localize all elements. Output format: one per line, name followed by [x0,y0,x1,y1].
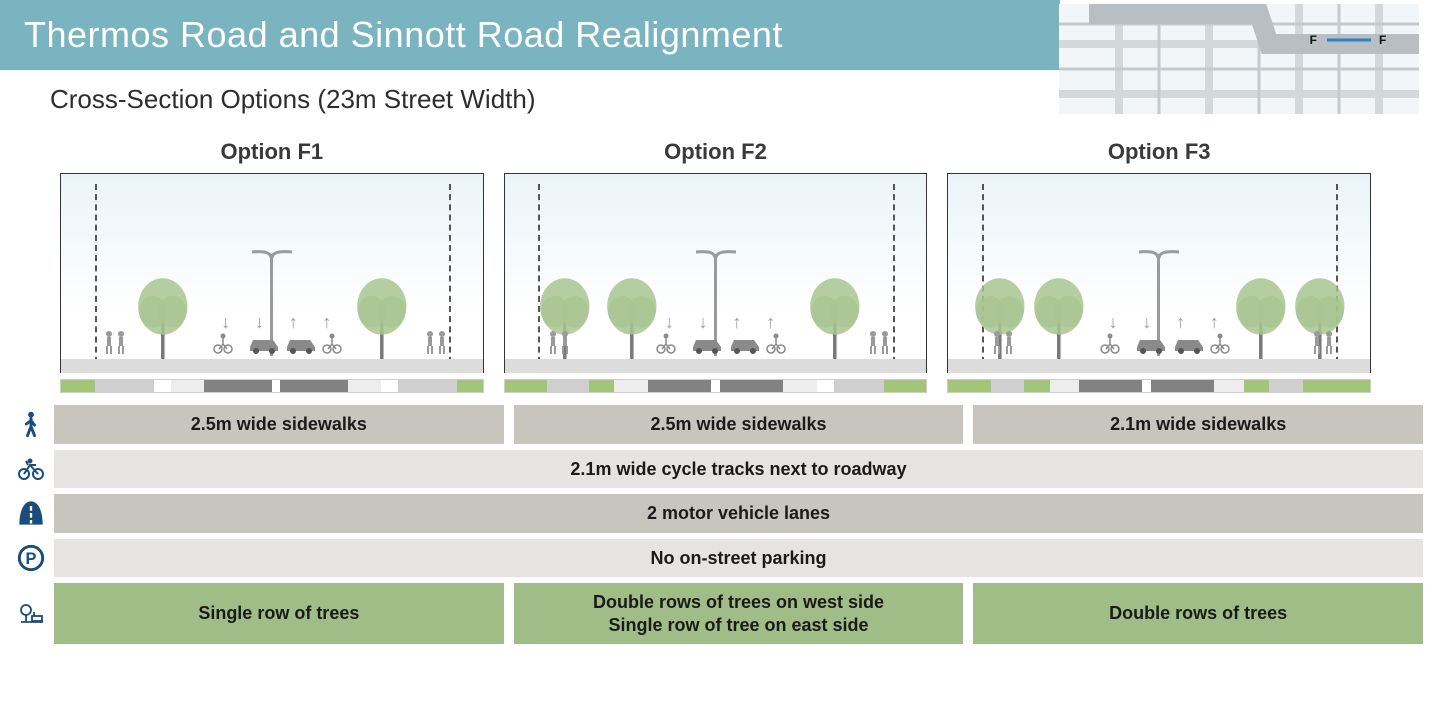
row-cells: 2 motor vehicle lanes [54,494,1423,533]
cyclist-icon [766,332,786,359]
row-cells: 2.5m wide sidewalks2.5m wide sidewalks2.… [54,405,1423,444]
cell: Double rows of trees [973,583,1423,644]
cell: No on-street parking [54,539,1423,578]
direction-arrow-icon: ↑ [766,312,775,333]
direction-arrow-icon: ↓ [699,312,708,333]
table-row: Single row of treesDouble rows of trees … [8,583,1423,644]
pedestrian-icon [424,330,448,359]
option-title: Option F3 [947,139,1371,165]
cross-section-diagram: ↓ ↓ ↑ ↑ [60,173,484,373]
context-map: F F [1059,4,1419,114]
table-row: 2.5m wide sidewalks2.5m wide sidewalks2.… [8,405,1423,444]
page-title: Thermos Road and Sinnott Road Realignmen… [24,14,783,55]
car-icon [247,334,281,359]
direction-arrow-icon: ↑ [322,312,331,333]
direction-arrow-icon: ↑ [1210,312,1219,333]
cell: 2.1m wide cycle tracks next to roadway [54,450,1423,489]
table-row: 2.1m wide cycle tracks next to roadway [8,450,1423,489]
direction-arrow-icon: ↑ [289,312,298,333]
option-title: Option F2 [504,139,928,165]
options-row: Option F1 [0,139,1431,393]
pedestrian-icon [547,330,571,359]
car-icon [1172,334,1206,359]
pedestrian-icon [867,330,891,359]
direction-arrow-icon: ↓ [255,312,264,333]
row-cells: No on-street parking [54,539,1423,578]
row-cells: 2.1m wide cycle tracks next to roadway [54,450,1423,489]
cross-section-diagram: ↓ ↓ ↑ ↑ [504,173,928,373]
table-row: 2 motor vehicle lanes [8,494,1423,533]
map-label-f-left: F [1310,33,1317,47]
cyclist-icon [213,332,233,359]
option-panel: Option F1 [60,139,484,393]
cell: 2.1m wide sidewalks [973,405,1423,444]
option-panel: Option F2 [504,139,928,393]
direction-arrow-icon: ↑ [732,312,741,333]
bike-icon [8,450,54,489]
comparison-table: 2.5m wide sidewalks2.5m wide sidewalks2.… [0,405,1431,644]
cyclist-icon [322,332,342,359]
pedestrian-icon [8,405,54,444]
direction-arrow-icon: ↓ [221,312,230,333]
plan-view-strip [60,379,484,393]
cross-section-diagram: ↓ ↓ ↑ ↑ [947,173,1371,373]
car-icon [284,334,318,359]
cyclist-icon [1100,332,1120,359]
direction-arrow-icon: ↓ [1109,312,1118,333]
pedestrian-icon [1311,330,1335,359]
direction-arrow-icon: ↓ [665,312,674,333]
page-title-bar: Thermos Road and Sinnott Road Realignmen… [0,0,1060,70]
direction-arrow-icon: ↓ [1142,312,1151,333]
road-icon [8,494,54,533]
tree-icon [351,273,413,361]
cyclist-icon [1210,332,1230,359]
tree-icon [1230,273,1292,361]
cell: 2.5m wide sidewalks [514,405,964,444]
pedestrian-icon [103,330,127,359]
plan-view-strip [947,379,1371,393]
car-icon [1134,334,1168,359]
tree-icon [1028,273,1090,361]
option-title: Option F1 [60,139,484,165]
trees-icon [8,583,54,644]
cyclist-icon [656,332,676,359]
tree-icon [804,273,866,361]
car-icon [690,334,724,359]
tree-icon [601,273,663,361]
cell: Single row of trees [54,583,504,644]
map-label-f-right: F [1379,33,1386,47]
cell: 2.5m wide sidewalks [54,405,504,444]
table-row: P No on-street parking [8,539,1423,578]
direction-arrow-icon: ↑ [1176,312,1185,333]
plan-view-strip [504,379,928,393]
svg-text:P: P [26,550,37,568]
parking-icon: P [8,539,54,578]
cell: 2 motor vehicle lanes [54,494,1423,533]
option-panel: Option F3 [947,139,1371,393]
car-icon [728,334,762,359]
row-cells: Single row of treesDouble rows of trees … [54,583,1423,644]
pedestrian-icon [991,330,1015,359]
tree-icon [132,273,194,361]
cell: Double rows of trees on west sideSingle … [514,583,964,644]
